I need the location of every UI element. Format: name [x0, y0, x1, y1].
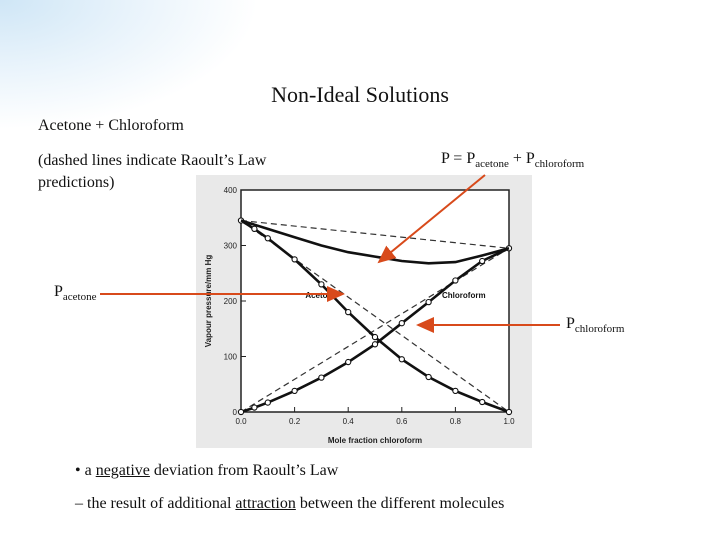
- data-point: [345, 358, 352, 366]
- raoult-line-total: [240, 219, 510, 249]
- raoult-note: (dashed lines indicate Raoult’s Law pred…: [38, 152, 267, 191]
- label-p-chloroform: Pchloroform: [566, 315, 624, 335]
- y-tick-label: 100: [224, 353, 238, 362]
- x-tick-label: 0.2: [289, 417, 301, 426]
- data-point: [264, 235, 271, 242]
- y-axis-label: Vapour pressure/mm Hg: [204, 255, 213, 348]
- data-point: [291, 387, 298, 395]
- series-label-chloroform: Chloroform: [442, 291, 486, 300]
- slide-title: Non-Ideal Solutions: [271, 82, 449, 107]
- data-point: [251, 225, 258, 232]
- data-point: [479, 398, 486, 406]
- x-tick-label: 0.0: [235, 417, 247, 426]
- series-line-2: [240, 219, 510, 265]
- label-p: P: [54, 283, 63, 300]
- data-point: [251, 404, 258, 411]
- data-point: [318, 281, 325, 288]
- data-point: [371, 341, 379, 348]
- eqn-sub-acetone: acetone: [475, 158, 509, 170]
- bullet1-emphasis: negative: [95, 462, 150, 479]
- arrow-to-total-curve: [377, 174, 486, 264]
- data-point: [371, 333, 379, 341]
- y-tick-label: 200: [224, 297, 238, 306]
- x-tick-label: 0.8: [450, 417, 462, 426]
- total-pressure-equation: P = Pacetone + Pchloroform: [441, 150, 584, 170]
- bullet-negative-deviation: • a negative deviation from Raoult’s Law: [75, 462, 338, 480]
- eqn-part-plus: + P: [508, 150, 535, 167]
- data-point: [398, 320, 405, 327]
- bullet1-suffix: deviation from Raoult’s Law: [149, 462, 339, 479]
- data-point: [505, 408, 513, 416]
- vapour-pressure-chart: 0 100 200 300 400 0.0 0.2 0.4 0.6 0.8 1.0 Mole frac…: [204, 186, 515, 445]
- label-sub-chloroform: chloroform: [574, 323, 625, 335]
- plot-area: [240, 189, 510, 413]
- eqn-sub-chloroform: chloroform: [534, 158, 585, 170]
- x-tick-label: 1.0: [503, 417, 515, 426]
- label-p: P: [566, 315, 575, 332]
- bullet2-emphasis: attraction: [235, 495, 296, 512]
- chart-photo: 0 100 200 300 400 0.0 0.2 0.4 0.6 0.8 1.0 Mole frac…: [196, 175, 532, 448]
- bullet1-prefix: • a: [75, 462, 96, 479]
- data-point: [479, 257, 486, 265]
- label-sub-acetone: acetone: [62, 291, 97, 303]
- x-tick-label: 0.4: [343, 417, 355, 426]
- slide-subtitle: Acetone + Chloroform: [38, 117, 184, 134]
- series-label-acetone: Acetone: [305, 291, 337, 300]
- bullet2-suffix: between the different molecules: [295, 495, 505, 512]
- data-point: [425, 298, 432, 306]
- x-axis-label: Mole fraction chloroform: [328, 436, 422, 445]
- x-tick-label: 0.6: [396, 417, 408, 426]
- data-point: [452, 387, 459, 395]
- data-point: [345, 308, 352, 316]
- y-tick-label: 300: [224, 242, 238, 251]
- data-point: [264, 399, 271, 406]
- eqn-part-p: P = P: [441, 150, 476, 167]
- data-point: [398, 356, 405, 363]
- bullet-attraction: – the result of additional attraction be…: [75, 495, 504, 513]
- label-p-acetone: Pacetone: [54, 283, 97, 303]
- data-point: [452, 277, 459, 284]
- y-tick-label: 0: [233, 408, 238, 417]
- data-point: [291, 256, 298, 263]
- bullet2-prefix: – the result of additional: [75, 495, 236, 512]
- data-point: [425, 373, 432, 381]
- data-point: [318, 374, 325, 381]
- y-tick-label: 400: [224, 186, 238, 195]
- data-point: [237, 408, 245, 416]
- background-gradient: [0, 0, 260, 130]
